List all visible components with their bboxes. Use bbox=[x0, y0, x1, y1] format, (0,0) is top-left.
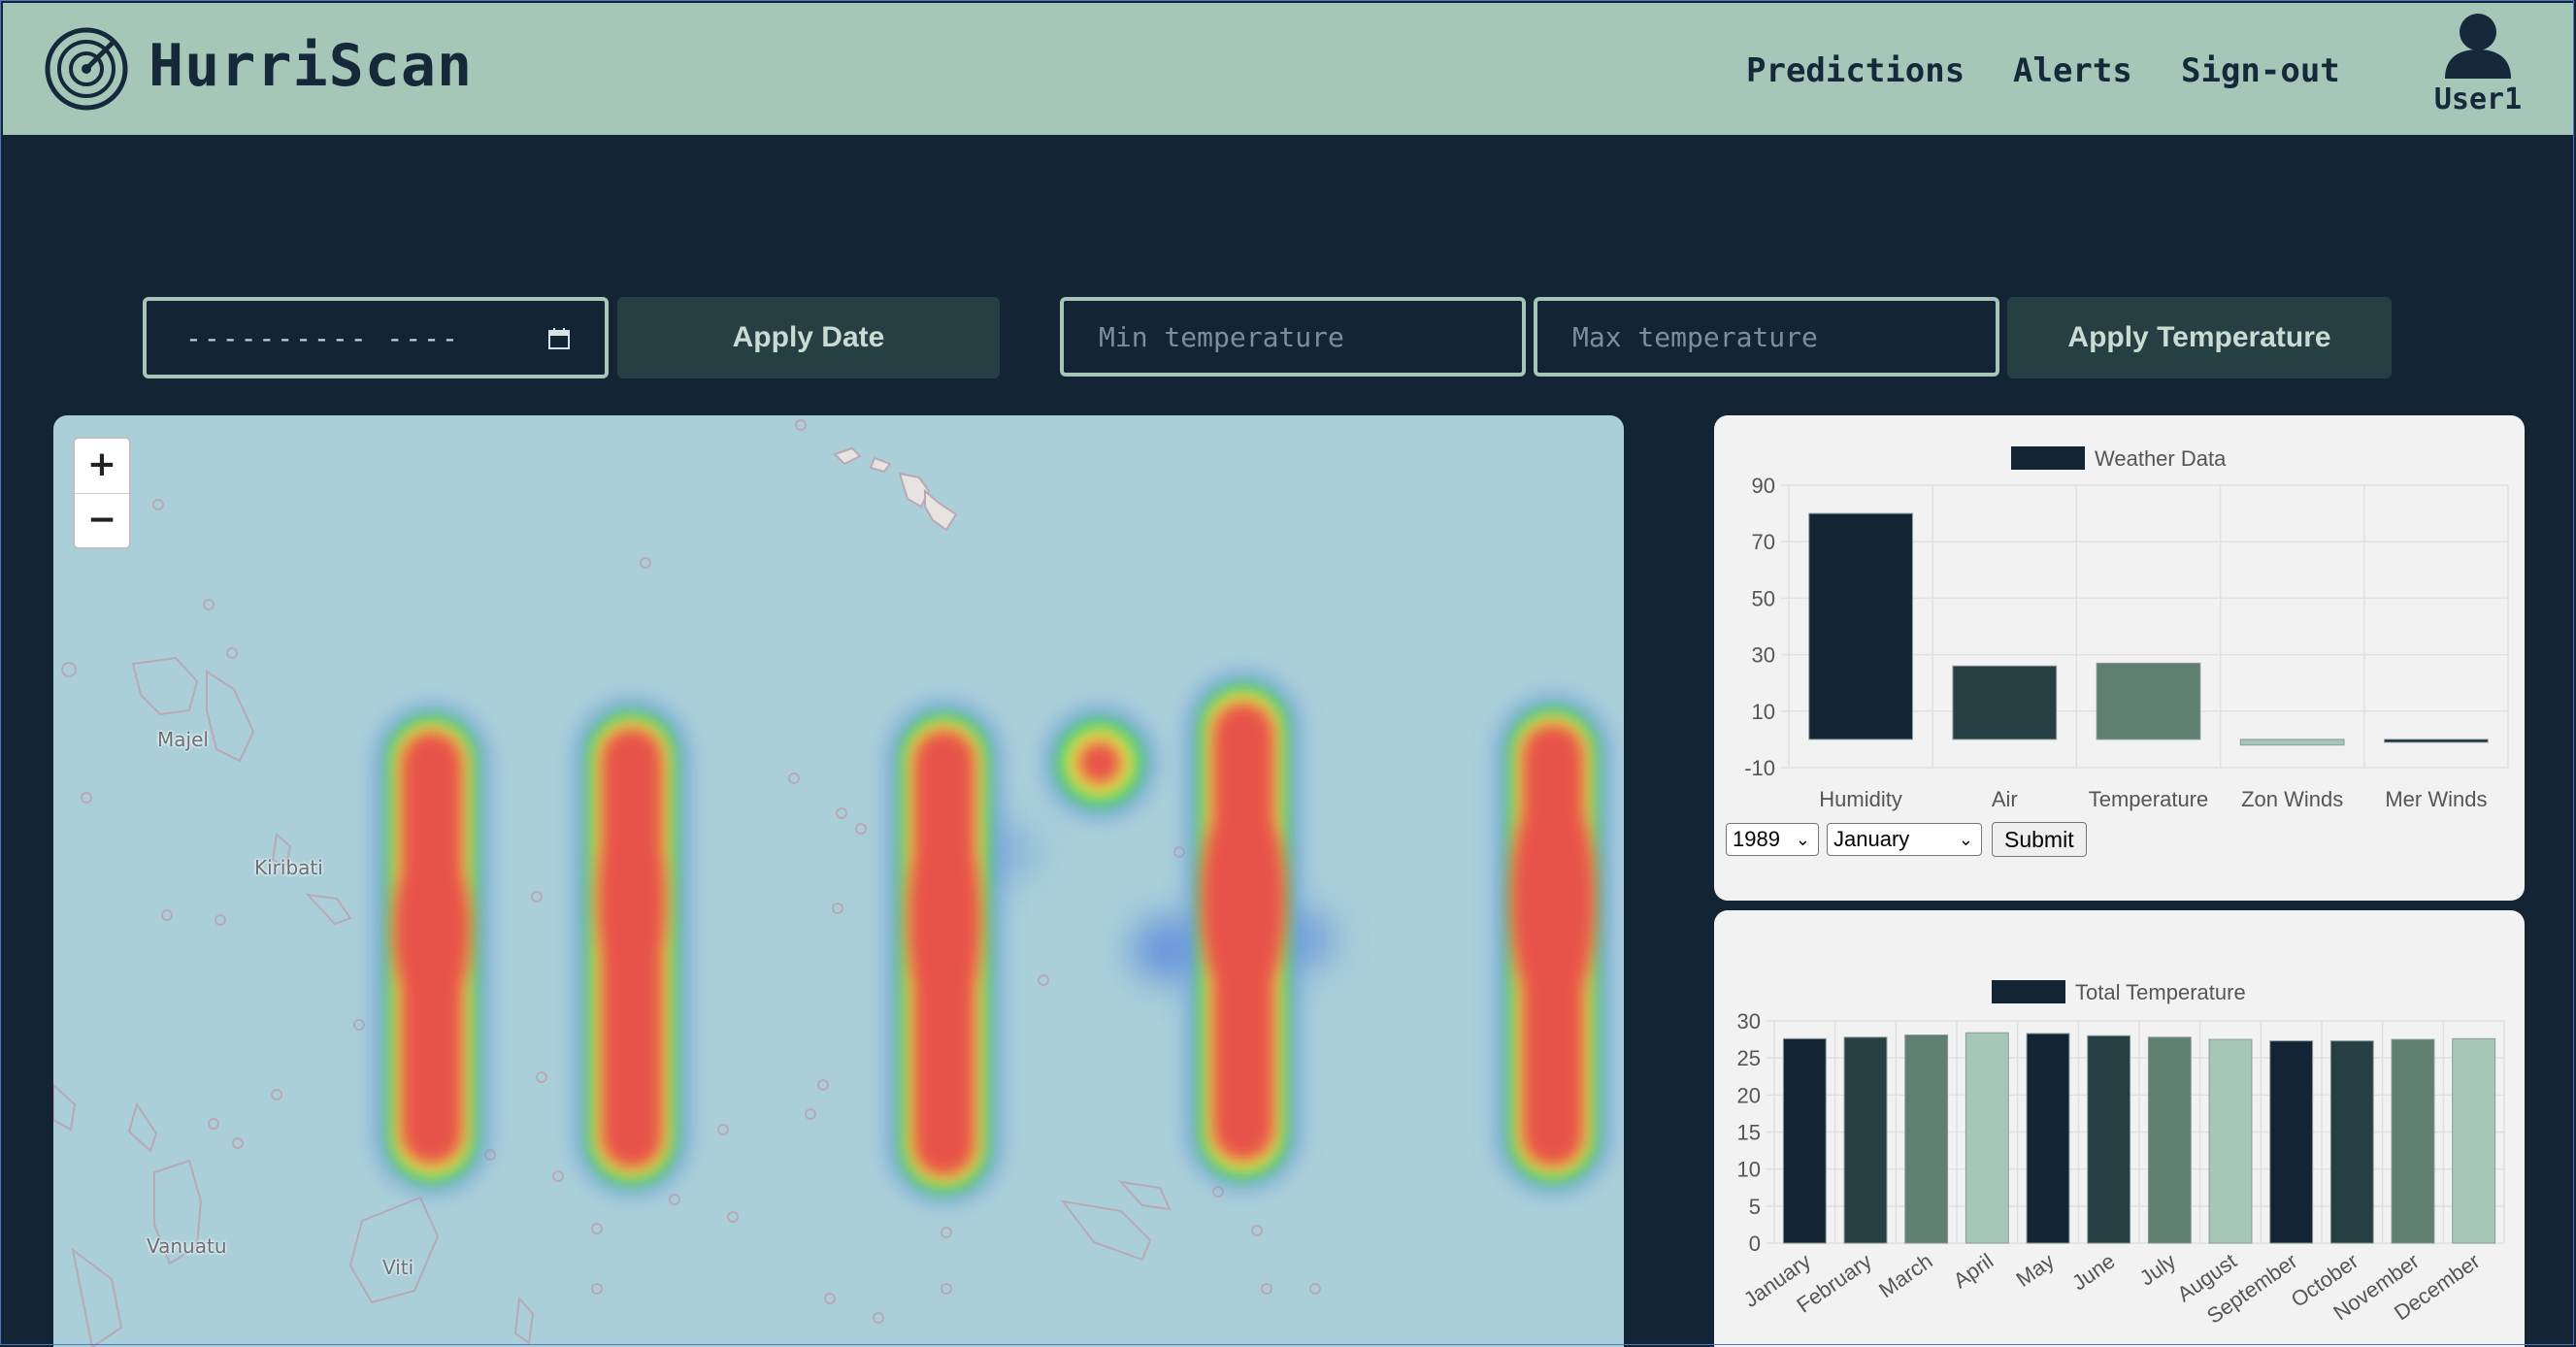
calendar-icon[interactable] bbox=[548, 328, 570, 349]
y-tick-label: 30 bbox=[1752, 643, 1775, 668]
bar-march bbox=[1904, 1035, 1949, 1244]
zoom-in-button[interactable]: + bbox=[75, 439, 129, 494]
bar-air bbox=[1952, 665, 2058, 740]
year-select[interactable]: 1989 ⌄ bbox=[1726, 823, 1819, 856]
bar-august bbox=[2208, 1038, 2253, 1244]
bar-humidity bbox=[1808, 512, 1913, 740]
year-value: 1989 bbox=[1733, 827, 1780, 851]
x-tick-label: May bbox=[2011, 1249, 2058, 1292]
x-tick-label: April bbox=[1949, 1249, 1998, 1294]
bar-april bbox=[1965, 1032, 2009, 1244]
month-select[interactable]: January ⌄ bbox=[1827, 823, 1982, 856]
brand-name[interactable]: HurriScan bbox=[149, 32, 474, 100]
weather-data-card: 90 70 50 30 10 -10 Weather Data Humidity Air Temp… bbox=[1714, 415, 2525, 901]
bar-february bbox=[1843, 1036, 1888, 1244]
y-tick-label: 10 bbox=[1737, 1158, 1761, 1182]
month-value: January bbox=[1833, 827, 1910, 851]
apply-temperature-button[interactable]: Apply Temperature bbox=[2007, 297, 2392, 378]
map-label-majel: Majel bbox=[157, 728, 209, 751]
legend-swatch bbox=[1992, 980, 2065, 1003]
radar-icon[interactable] bbox=[44, 26, 129, 112]
zoom-control: + − bbox=[73, 437, 131, 549]
x-tick-label: Mer Winds bbox=[2385, 787, 2487, 811]
x-tick-label: Humidity bbox=[1819, 787, 1902, 811]
bar-july bbox=[2147, 1036, 2192, 1244]
nav-alerts[interactable]: Alerts bbox=[2013, 51, 2132, 90]
y-tick-label: 15 bbox=[1737, 1121, 1761, 1145]
y-tick-label: 30 bbox=[1737, 1009, 1761, 1034]
bar-june bbox=[2087, 1035, 2131, 1244]
legend-label: Total Temperature bbox=[2075, 980, 2246, 1004]
zoom-out-button[interactable]: − bbox=[86, 500, 117, 540]
bar-january bbox=[1782, 1037, 1827, 1244]
chevron-down-icon: ⌄ bbox=[1958, 830, 1973, 849]
bar-zon-winds bbox=[2239, 739, 2345, 746]
y-tick-label: 10 bbox=[1752, 700, 1775, 724]
nav-sign-out[interactable]: Sign-out bbox=[2181, 51, 2340, 90]
bar-temperature bbox=[2096, 662, 2201, 740]
y-tick-label: 90 bbox=[1752, 474, 1775, 498]
bar-may bbox=[2026, 1033, 2070, 1244]
map-label-vanuatu: Vanuatu bbox=[147, 1234, 227, 1258]
date-value: ---------- ---- bbox=[185, 322, 460, 354]
submit-button[interactable]: Submit bbox=[1992, 822, 2087, 857]
bar-december bbox=[2452, 1037, 2496, 1244]
x-tick-label: Zon Winds bbox=[2241, 787, 2343, 811]
map-label-viti: Viti bbox=[382, 1256, 414, 1279]
y-tick-label: 70 bbox=[1752, 530, 1775, 554]
y-tick-label: 0 bbox=[1749, 1232, 1761, 1256]
user-icon bbox=[2445, 14, 2511, 79]
chevron-down-icon: ⌄ bbox=[1795, 830, 1810, 849]
y-tick-label: 25 bbox=[1737, 1046, 1761, 1070]
date-input[interactable]: ---------- ---- bbox=[143, 297, 609, 378]
max-temperature-input[interactable] bbox=[1534, 297, 1999, 377]
map-label-kiribati: Kiribati bbox=[254, 856, 323, 879]
x-tick-label: June bbox=[2067, 1249, 2119, 1296]
min-temperature-input[interactable] bbox=[1060, 297, 1526, 377]
hurricane-heatmap bbox=[376, 674, 1609, 1201]
map-canvas[interactable] bbox=[53, 415, 1624, 1347]
weather-data-chart: 90 70 50 30 10 -10 Weather Data Humidity Air Temp… bbox=[1744, 446, 2509, 811]
x-tick-label: Air bbox=[1992, 787, 2018, 811]
header-bar: HurriScan Predictions Alerts Sign-out Us… bbox=[3, 3, 2573, 135]
bar-november bbox=[2391, 1038, 2435, 1244]
nav-predictions[interactable]: Predictions bbox=[1746, 51, 1965, 90]
bar-october bbox=[2329, 1040, 2374, 1244]
legend-swatch bbox=[2011, 446, 2085, 470]
user-name: User1 bbox=[2433, 82, 2523, 116]
total-temperature-card: 30 25 20 15 10 5 0 Total Temperature January Febr… bbox=[1714, 910, 2525, 1347]
y-tick-label: 20 bbox=[1737, 1083, 1761, 1107]
y-tick-label: 5 bbox=[1749, 1195, 1761, 1219]
user-menu[interactable]: User1 bbox=[2410, 13, 2546, 129]
x-tick-label: July bbox=[2135, 1249, 2180, 1291]
legend-label: Weather Data bbox=[2095, 446, 2227, 471]
y-tick-label: 50 bbox=[1752, 586, 1775, 610]
bar-mer-winds bbox=[2384, 739, 2489, 743]
heatmap-map[interactable]: + − Majel Kiribati Vanuatu Viti bbox=[53, 415, 1624, 1347]
x-tick-label: Temperature bbox=[2089, 787, 2209, 811]
bar-september bbox=[2269, 1040, 2314, 1244]
x-tick-label: March bbox=[1874, 1249, 1936, 1303]
y-tick-label: -10 bbox=[1744, 756, 1775, 780]
apply-date-button[interactable]: Apply Date bbox=[617, 297, 1000, 378]
